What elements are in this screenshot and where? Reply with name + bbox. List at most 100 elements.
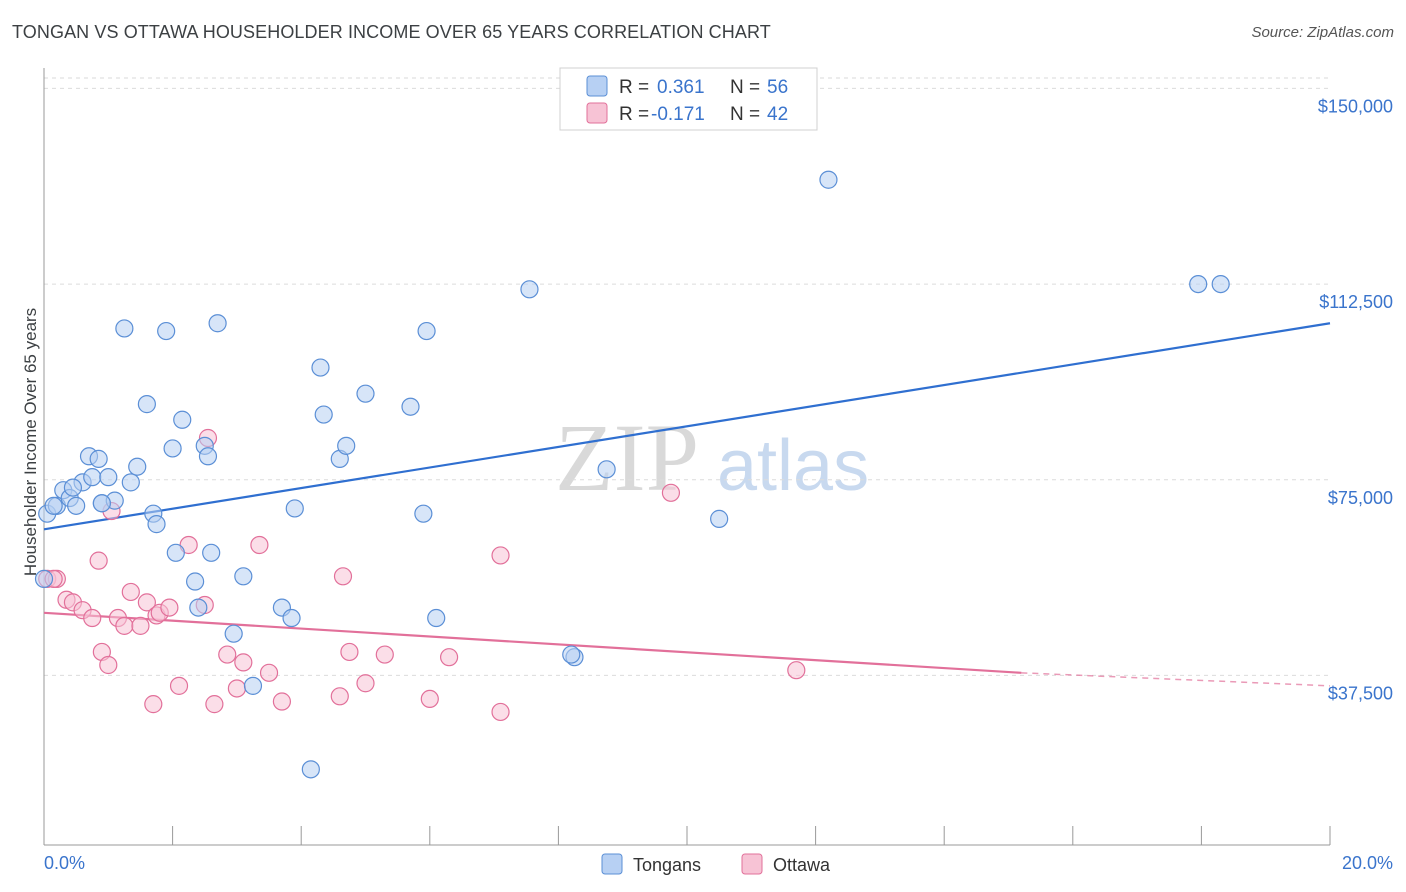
point-ottawa xyxy=(115,616,134,635)
point-tongans xyxy=(427,608,446,628)
legend-r-value-2: -0.171 xyxy=(651,104,705,125)
data-points xyxy=(34,170,1230,779)
y-tick-label: $150,000 xyxy=(1318,96,1393,116)
y-axis-label: Householder Income Over 65 years xyxy=(21,308,40,576)
point-ottawa xyxy=(99,655,118,675)
point-tongans xyxy=(1189,274,1208,294)
legend-n-value-2: 42 xyxy=(767,104,788,125)
point-ottawa xyxy=(439,648,459,667)
point-ottawa xyxy=(356,674,375,693)
x-tick-label-max: 20.0% xyxy=(1342,853,1393,873)
axes xyxy=(43,68,1331,846)
point-ottawa xyxy=(137,593,156,612)
point-tongans xyxy=(99,468,118,487)
point-tongans xyxy=(819,170,838,189)
legend-n-value-1: 56 xyxy=(767,77,788,98)
point-tongans xyxy=(67,496,86,515)
point-tongans xyxy=(166,543,185,562)
x-tick-label-min: 0.0% xyxy=(44,853,85,873)
point-tongans xyxy=(597,460,616,479)
watermark: ZIP atlas xyxy=(555,404,869,511)
point-tongans xyxy=(186,572,205,591)
trend-lines xyxy=(43,322,1331,687)
point-ottawa xyxy=(330,687,349,706)
point-tongans xyxy=(89,449,108,468)
point-tongans xyxy=(157,321,176,341)
point-tongans xyxy=(198,447,218,466)
point-ottawa xyxy=(169,676,189,695)
bottom-legend: Tongans Ottawa xyxy=(601,853,831,875)
point-ottawa xyxy=(661,483,681,502)
legend-r-label-1: R = xyxy=(619,77,649,98)
point-ottawa xyxy=(121,582,140,602)
trend-line-tongans xyxy=(43,322,1331,531)
point-tongans xyxy=(356,384,375,403)
point-ottawa xyxy=(205,695,224,714)
point-tongans xyxy=(208,314,227,333)
point-tongans xyxy=(710,509,729,528)
point-ottawa xyxy=(375,645,394,664)
bottom-legend-swatch-ottawa xyxy=(741,853,763,875)
y-tick-label: $112,500 xyxy=(1319,292,1393,312)
point-tongans xyxy=(83,468,102,487)
point-tongans xyxy=(189,598,208,617)
point-ottawa xyxy=(144,695,163,714)
y-tick-label: $75,000 xyxy=(1328,488,1393,508)
point-ottawa xyxy=(234,653,253,672)
point-tongans xyxy=(311,358,330,377)
point-tongans xyxy=(202,543,221,562)
trend-line-ottawa xyxy=(43,611,1022,674)
point-tongans xyxy=(147,515,166,534)
point-tongans xyxy=(128,457,147,476)
point-ottawa xyxy=(227,679,246,698)
point-tongans xyxy=(63,478,83,497)
point-tongans xyxy=(401,397,420,416)
point-tongans xyxy=(234,567,253,586)
legend-r-label-2: R = xyxy=(619,104,649,125)
legend-swatch-ottawa xyxy=(586,102,608,124)
bottom-legend-ottawa: Ottawa xyxy=(773,855,831,875)
point-ottawa xyxy=(340,642,359,662)
bottom-legend-tongans: Tongans xyxy=(633,855,701,875)
point-ottawa xyxy=(89,551,108,570)
legend-n-label-1: N = xyxy=(730,77,760,98)
y-tick-labels: $37,500 $75,000 $112,500 $150,000 xyxy=(1318,96,1393,703)
point-ottawa xyxy=(131,616,150,635)
point-ottawa xyxy=(272,692,292,711)
point-ottawa xyxy=(218,645,237,664)
point-ottawa xyxy=(333,567,353,586)
point-tongans xyxy=(414,504,433,523)
point-tongans xyxy=(115,319,134,338)
point-tongans xyxy=(562,645,581,664)
point-tongans xyxy=(121,473,140,492)
point-ottawa xyxy=(160,598,179,617)
point-tongans xyxy=(337,436,356,455)
legend-n-label-2: N = xyxy=(730,104,760,125)
point-ottawa xyxy=(250,535,269,555)
point-tongans xyxy=(301,760,320,779)
chart-title: TONGAN VS OTTAWA HOUSEHOLDER INCOME OVER… xyxy=(12,22,771,42)
point-ottawa xyxy=(491,702,510,722)
legend-r-value-1: 0.361 xyxy=(657,77,705,98)
watermark-atlas: atlas xyxy=(717,426,869,506)
point-tongans xyxy=(137,395,156,414)
y-tick-label: $37,500 xyxy=(1328,683,1393,703)
point-tongans xyxy=(314,405,333,424)
point-tongans xyxy=(92,494,111,513)
point-tongans xyxy=(243,676,263,695)
point-ottawa xyxy=(787,661,806,680)
point-tongans xyxy=(173,410,192,429)
point-tongans xyxy=(282,608,301,628)
source-label: Source: ZipAtlas.com xyxy=(1251,24,1394,41)
gridlines xyxy=(44,77,1330,676)
point-ottawa xyxy=(259,663,279,682)
point-tongans xyxy=(34,569,54,588)
point-tongans xyxy=(417,321,436,341)
point-tongans xyxy=(520,280,539,299)
point-ottawa xyxy=(420,689,439,709)
trend-line-ottawa-extension xyxy=(1021,672,1331,687)
legend-swatch-tongans xyxy=(586,75,608,97)
point-tongans xyxy=(224,624,243,643)
bottom-legend-swatch-tongans xyxy=(601,853,623,875)
